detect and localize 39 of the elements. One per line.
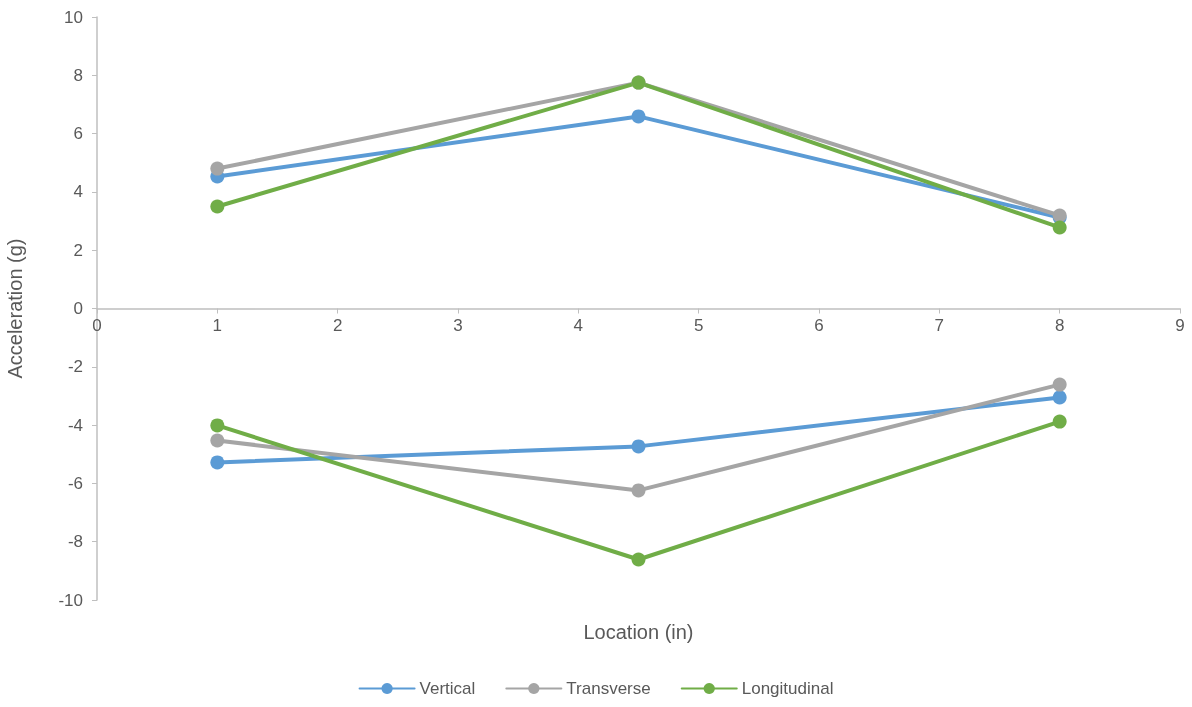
point [1052,414,1067,429]
x-tick-label: 3 [453,315,463,335]
x-tick-label: 7 [934,315,945,335]
y-tick-label: -6 [67,473,83,493]
x-tick-label: 2 [332,315,343,335]
point [631,552,646,567]
y-tick-label: 6 [73,124,83,144]
x-axis-title: Location (in) [583,621,694,643]
point [1052,390,1067,405]
y-tick-label: -8 [67,532,83,552]
point [210,199,225,214]
y-tick-label: -4 [67,415,83,435]
y-tick-label: -10 [58,590,83,610]
legend-label: Transverse [566,679,651,698]
y-tick-label: 8 [73,65,83,85]
y-tick-label: 10 [64,7,83,27]
y-tick-label: -2 [67,357,83,377]
x-tick-label: 0 [92,315,102,335]
x-tick-label: 1 [212,315,223,335]
y-axis-title: Acceleration (g) [4,238,26,379]
legend-label: Longitudinal [741,679,834,698]
point [1052,377,1067,392]
y-tick-label: 4 [73,182,83,202]
point [210,433,225,448]
point [210,161,225,176]
point [210,455,225,470]
y-tick-label: 2 [73,240,83,260]
point [631,483,646,498]
x-tick-label: 8 [1054,315,1065,335]
x-tick-label: 6 [814,315,824,335]
x-tick-label: 5 [693,315,704,335]
x-tick-label: 9 [1175,315,1185,335]
point [631,439,646,454]
legend-label: Vertical [419,679,476,698]
x-tick-label: 4 [573,315,584,335]
point [631,109,646,124]
point [1052,220,1067,235]
y-tick-label: 0 [73,299,83,318]
point [210,418,225,433]
